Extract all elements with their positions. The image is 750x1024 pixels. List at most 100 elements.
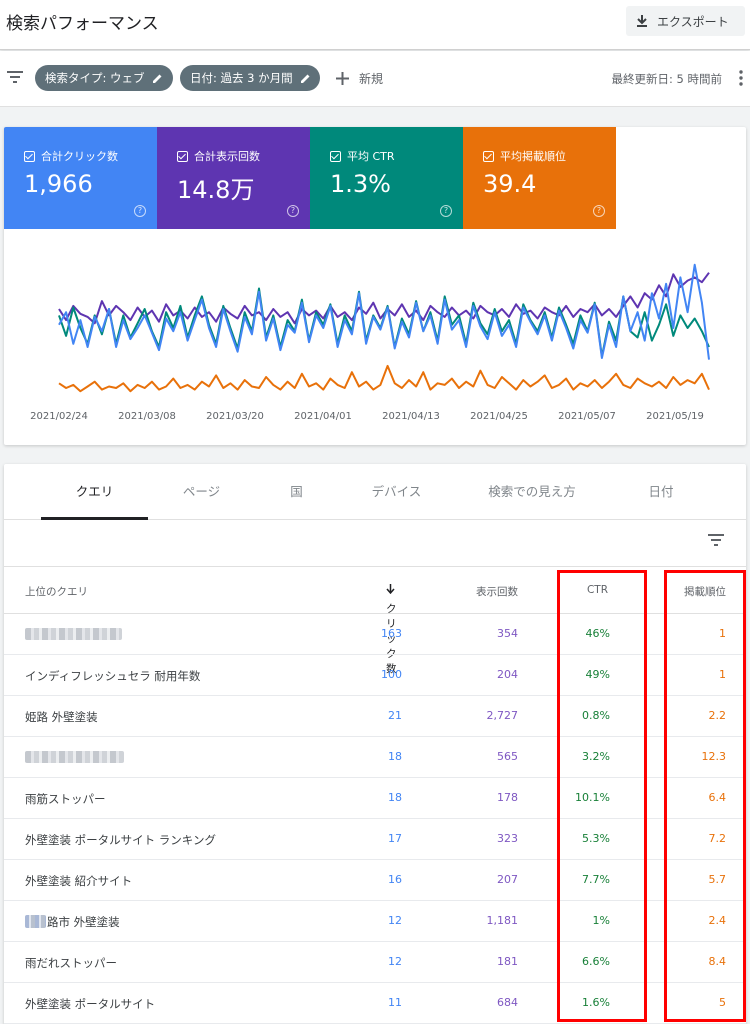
table-filter-icon[interactable] xyxy=(708,534,724,546)
series-line-0 xyxy=(58,263,710,360)
export-button[interactable]: エクスポート xyxy=(626,6,745,36)
help-icon[interactable]: ? xyxy=(440,205,452,217)
table-row[interactable]: 18 565 3.2% 12.3 xyxy=(4,737,746,778)
app-header: 検索パフォーマンス エクスポート xyxy=(0,0,750,50)
column-header-query[interactable]: 上位のクエリ xyxy=(25,586,88,598)
x-tick-label: 2021/03/20 xyxy=(206,411,264,422)
clicks-cell: 18 xyxy=(388,750,402,763)
tab-devices[interactable]: デバイス xyxy=(371,484,422,499)
metric-tile-ctr[interactable]: 平均 CTR 1.3% ? xyxy=(310,127,463,229)
impressions-cell: 323 xyxy=(497,832,518,845)
table-row[interactable]: 外壁塗装 ポータルサイト ランキング 17 323 5.3% 7.2 xyxy=(4,819,746,860)
performance-chart-card: 合計クリック数 1,966 ? 合計表示回数 14.8万 ? 平均 CTR 1.… xyxy=(4,127,746,445)
ctr-cell: 49% xyxy=(585,668,610,681)
tab-countries[interactable]: 国 xyxy=(290,484,303,499)
date-chip-label: 日付: 過去 3 か月間 xyxy=(190,71,293,85)
position-cell: 2.4 xyxy=(708,914,727,927)
tab-dates[interactable]: 日付 xyxy=(648,484,674,499)
table-row[interactable]: 163 354 46% 1 xyxy=(4,614,746,655)
new-filter-button[interactable]: 新規 xyxy=(336,70,383,87)
metric-label: 平均掲載順位 xyxy=(500,150,566,163)
ctr-column-highlight xyxy=(557,570,647,1022)
clicks-cell: 163 xyxy=(381,627,402,640)
search-type-chip[interactable]: 検索タイプ: ウェブ xyxy=(35,65,173,91)
impressions-cell: 181 xyxy=(497,955,518,968)
position-column-highlight xyxy=(664,570,746,1022)
page-title: 検索パフォーマンス xyxy=(6,14,159,34)
query-cell: 姫路 外壁塗装 xyxy=(25,710,98,724)
active-tab-indicator xyxy=(41,517,148,520)
impressions-cell: 207 xyxy=(497,873,518,886)
filter-bar: 検索タイプ: ウェブ 日付: 過去 3 か月間 新規 最終更新日: 5 時間前 xyxy=(0,51,750,107)
help-icon[interactable]: ? xyxy=(593,205,605,217)
position-cell: 5.7 xyxy=(708,873,727,886)
x-tick-label: 2021/02/24 xyxy=(30,411,88,422)
tab-pages[interactable]: ページ xyxy=(182,484,221,499)
redacted-query-blur xyxy=(25,915,46,928)
checkbox-checked-icon xyxy=(24,150,35,162)
impressions-cell: 178 xyxy=(497,791,518,804)
ctr-cell: 3.2% xyxy=(582,750,610,763)
checkbox-checked-icon xyxy=(177,150,188,162)
column-header-ctr[interactable]: CTR xyxy=(586,584,608,596)
impressions-cell: 684 xyxy=(497,996,518,1009)
impressions-cell: 565 xyxy=(497,750,518,763)
table-row[interactable]: 路市 外壁塗装 12 1,181 1% 2.4 xyxy=(4,901,746,942)
redacted-query-blur xyxy=(25,628,122,640)
metric-label: 合計クリック数 xyxy=(41,150,118,163)
filter-icon[interactable] xyxy=(7,71,23,83)
table-row[interactable]: 姫路 外壁塗装 21 2,727 0.8% 2.2 xyxy=(4,696,746,737)
clicks-cell: 12 xyxy=(388,955,402,968)
metric-value: 1.3% xyxy=(330,170,391,198)
position-cell: 1 xyxy=(719,668,726,681)
column-header-position[interactable]: 掲載順位 xyxy=(684,586,726,598)
metric-tile-impressions[interactable]: 合計表示回数 14.8万 ? xyxy=(157,127,310,229)
ctr-cell: 10.1% xyxy=(575,791,610,804)
table-row[interactable]: 外壁塗装 紹介サイト 16 207 7.7% 5.7 xyxy=(4,860,746,901)
query-cell: 外壁塗装 紹介サイト xyxy=(25,874,133,888)
search-type-chip-label: 検索タイプ: ウェブ xyxy=(45,71,145,85)
clicks-cell: 18 xyxy=(388,791,402,804)
x-tick-label: 2021/05/19 xyxy=(646,411,704,422)
ctr-cell: 1% xyxy=(592,914,610,927)
position-cell: 6.4 xyxy=(708,791,727,804)
ctr-cell: 5.3% xyxy=(582,832,610,845)
metric-value: 1,966 xyxy=(24,170,93,198)
query-cell: 外壁塗装 ポータルサイト xyxy=(25,997,156,1011)
checkbox-checked-icon xyxy=(330,150,341,162)
tab-search-appearance[interactable]: 検索での見え方 xyxy=(488,484,576,499)
export-label: エクスポート xyxy=(657,14,729,29)
help-icon[interactable]: ? xyxy=(134,205,146,217)
x-tick-label: 2021/05/07 xyxy=(558,411,616,422)
table-row[interactable]: 雨だれストッパー 12 181 6.6% 8.4 xyxy=(4,942,746,983)
download-icon xyxy=(637,15,647,27)
tab-queries[interactable]: クエリ xyxy=(75,484,114,499)
metric-label: 平均 CTR xyxy=(347,150,395,163)
metric-tile-position[interactable]: 平均掲載順位 39.4 ? xyxy=(463,127,616,229)
table-row[interactable]: 雨筋ストッパー 18 178 10.1% 6.4 xyxy=(4,778,746,819)
position-cell: 8.4 xyxy=(708,955,727,968)
impressions-cell: 2,727 xyxy=(486,709,519,722)
clicks-cell: 100 xyxy=(381,668,402,681)
date-chip[interactable]: 日付: 過去 3 か月間 xyxy=(180,65,320,91)
ctr-cell: 46% xyxy=(585,627,610,640)
metric-value: 14.8万 xyxy=(177,176,255,204)
metric-tile-clicks[interactable]: 合計クリック数 1,966 ? xyxy=(4,127,157,229)
query-cell-redacted xyxy=(25,750,124,766)
help-icon[interactable]: ? xyxy=(287,205,299,217)
position-cell: 12.3 xyxy=(701,750,727,763)
performance-line-chart: 2021/02/24 2021/03/08 2021/03/20 2021/04/01… xyxy=(30,263,710,422)
edit-pencil-icon xyxy=(152,74,162,83)
new-filter-label: 新規 xyxy=(359,72,384,86)
clicks-cell: 17 xyxy=(388,832,402,845)
clicks-cell: 12 xyxy=(388,914,402,927)
table-header: 上位のクエリ クリック数 表示回数 CTR 掲載順位 xyxy=(4,566,746,675)
column-header-clicks[interactable]: クリック数 xyxy=(386,584,402,675)
x-tick-label: 2021/04/25 xyxy=(470,411,528,422)
plus-icon xyxy=(336,72,349,85)
more-vert-icon[interactable] xyxy=(739,70,743,86)
column-header-impressions[interactable]: 表示回数 xyxy=(476,586,518,598)
query-cell: 外壁塗装 ポータルサイト ランキング xyxy=(25,833,216,847)
position-cell: 1 xyxy=(719,627,726,640)
table-row[interactable]: インディフレッシュセラ 耐用年数 100 204 49% 1 xyxy=(4,655,746,696)
